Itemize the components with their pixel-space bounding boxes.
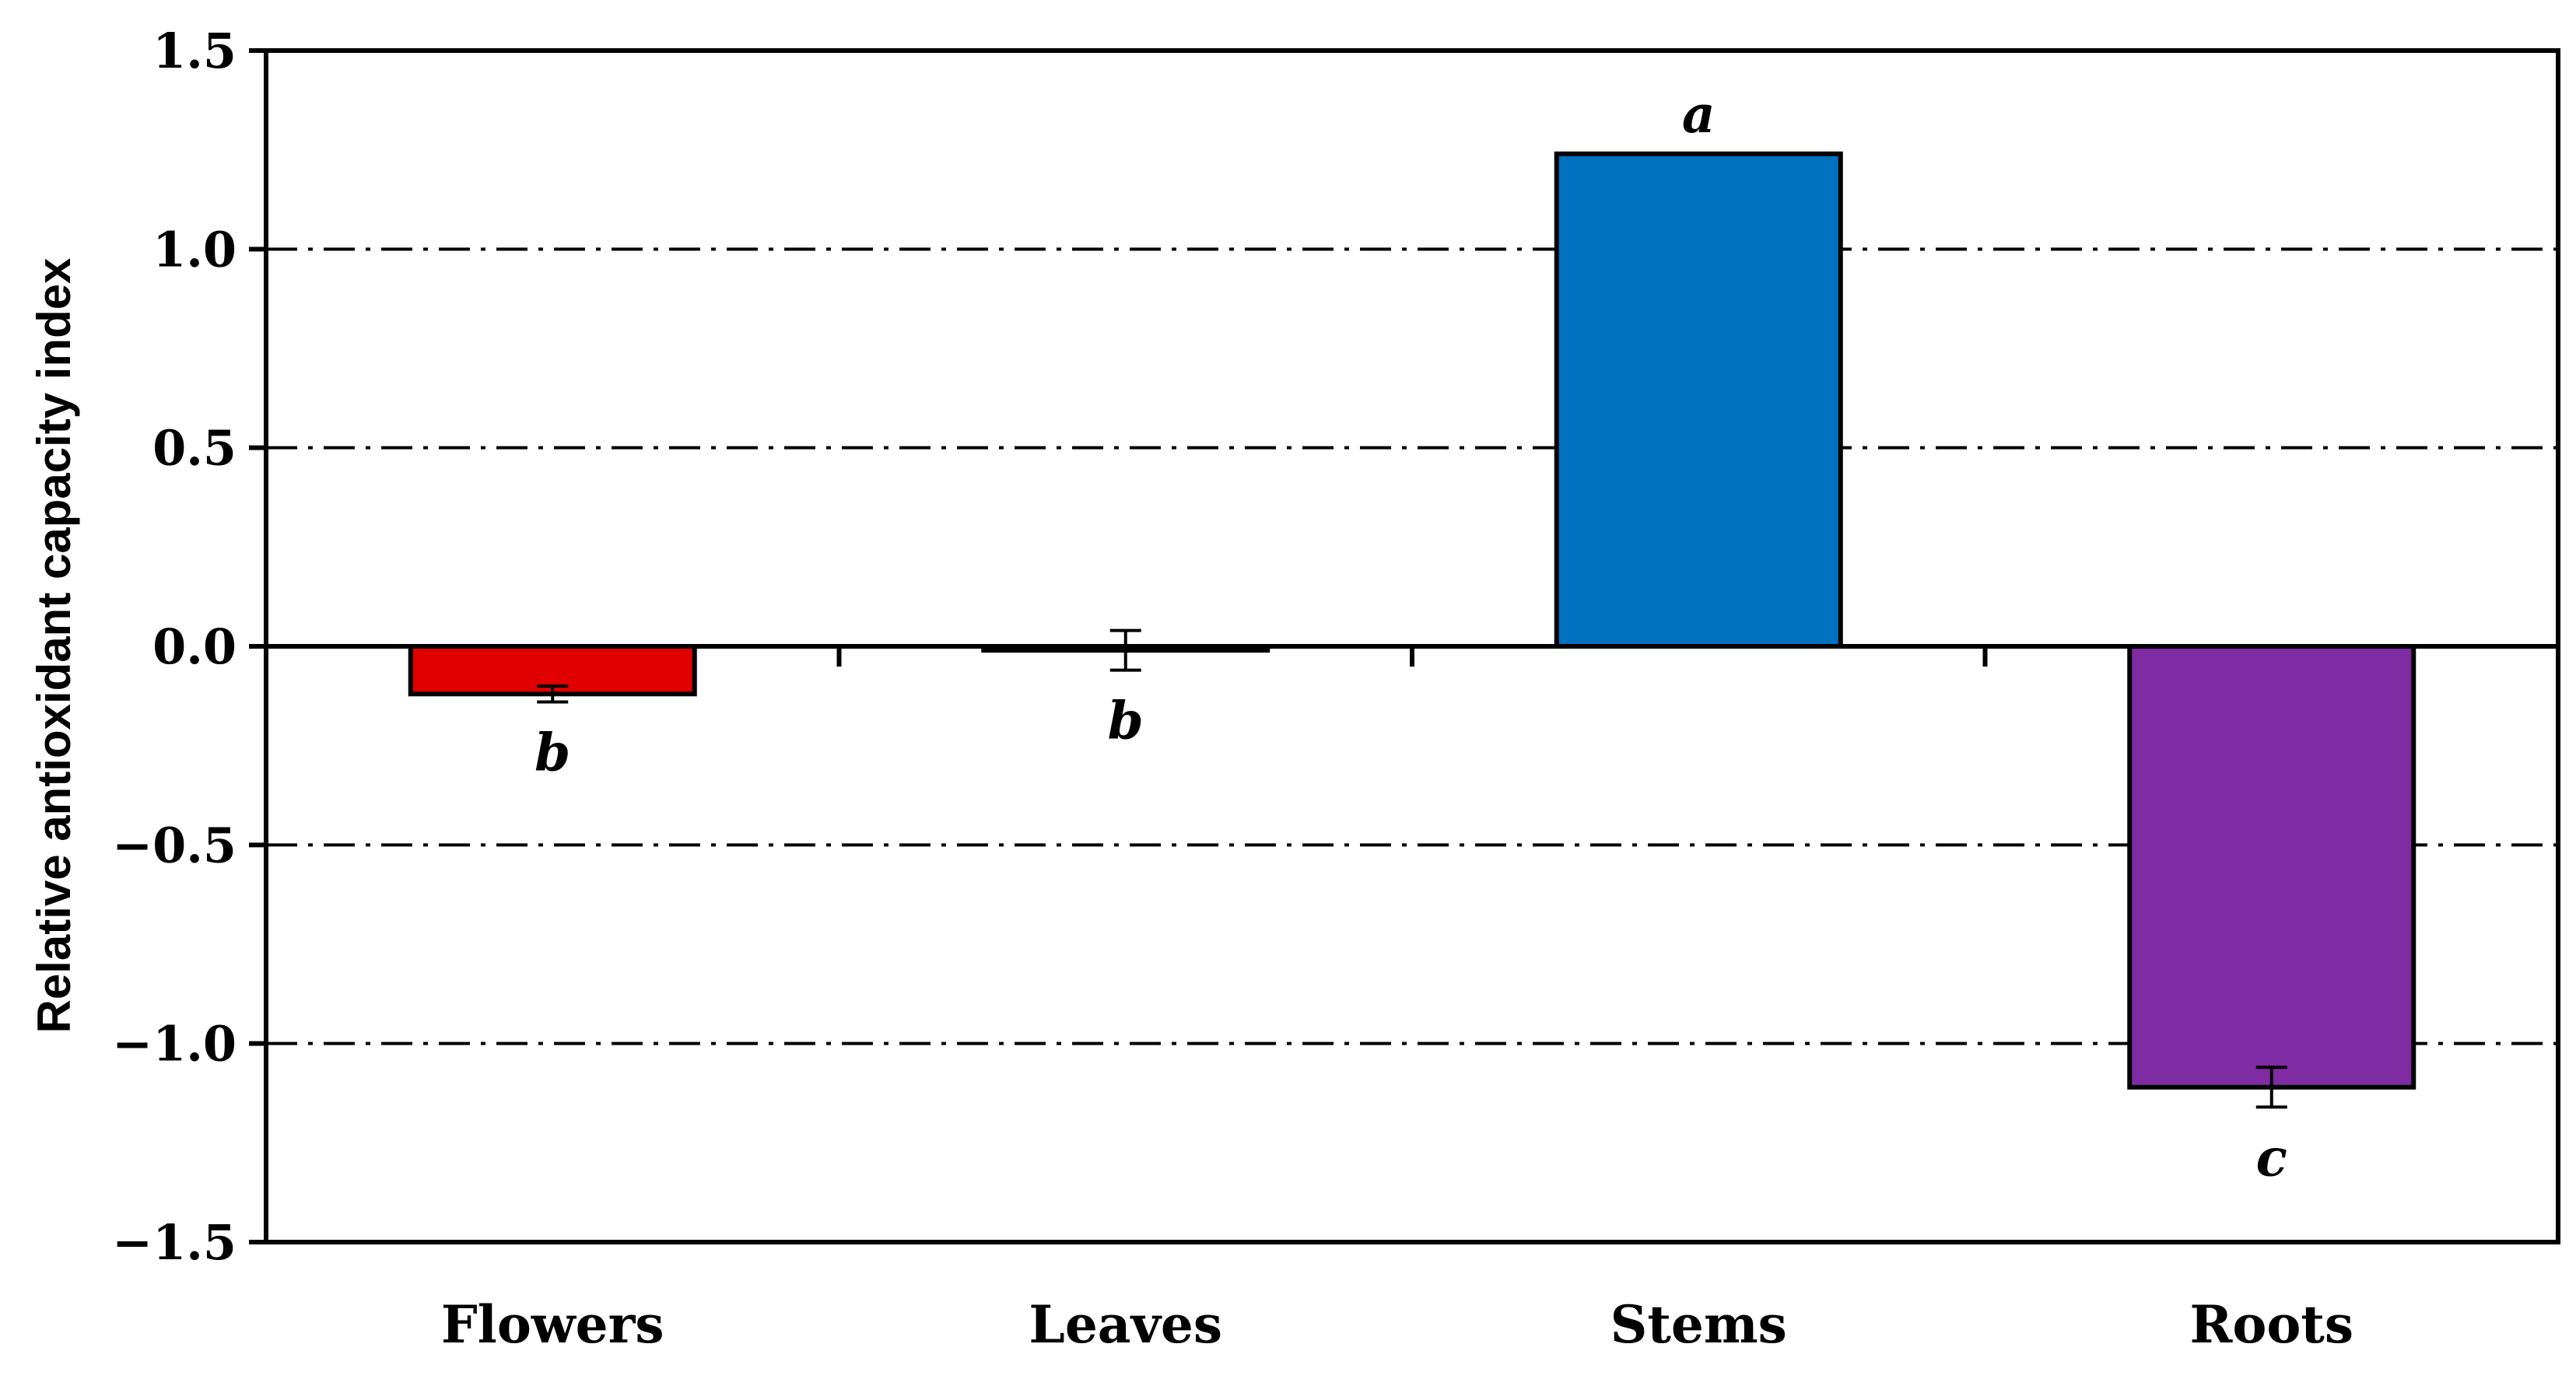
significance-letter: c bbox=[2256, 1127, 2287, 1188]
bar-stems bbox=[1554, 151, 1843, 649]
y-tick-label: 0.0 bbox=[152, 618, 237, 675]
significance-letter: b bbox=[1108, 691, 1144, 751]
error-bar-flowers bbox=[537, 684, 569, 704]
y-tick-label: 1.0 bbox=[152, 221, 237, 278]
y-tick-label: −1.0 bbox=[112, 1016, 237, 1073]
significance-letter: b bbox=[534, 722, 570, 782]
x-category-label: Flowers bbox=[441, 1294, 664, 1355]
y-tick-label: 1.5 bbox=[152, 23, 237, 79]
axes bbox=[249, 48, 2560, 1244]
y-tick-label: −0.5 bbox=[112, 817, 237, 873]
x-category-label: Leaves bbox=[1029, 1294, 1222, 1355]
error-bars bbox=[537, 628, 2287, 1109]
significance-letter: a bbox=[1682, 84, 1716, 145]
bars bbox=[408, 151, 2417, 1090]
x-category-label: Roots bbox=[2189, 1294, 2353, 1355]
y-tick-label: −1.5 bbox=[112, 1214, 237, 1271]
bar-roots bbox=[2127, 644, 2417, 1090]
error-bar-leaves bbox=[1109, 628, 1141, 672]
labels: 1.5 1.0 0.5 0.0 −0.5 −1.0 −1.5 Flowers Leaves Ste… bbox=[112, 23, 2353, 1355]
x-category-label: Stems bbox=[1610, 1294, 1787, 1355]
error-bar-roots bbox=[2255, 1066, 2287, 1109]
y-axis-title: Relative antioxidant capacity index bbox=[28, 257, 80, 1033]
y-tick-label: 0.5 bbox=[152, 420, 237, 477]
